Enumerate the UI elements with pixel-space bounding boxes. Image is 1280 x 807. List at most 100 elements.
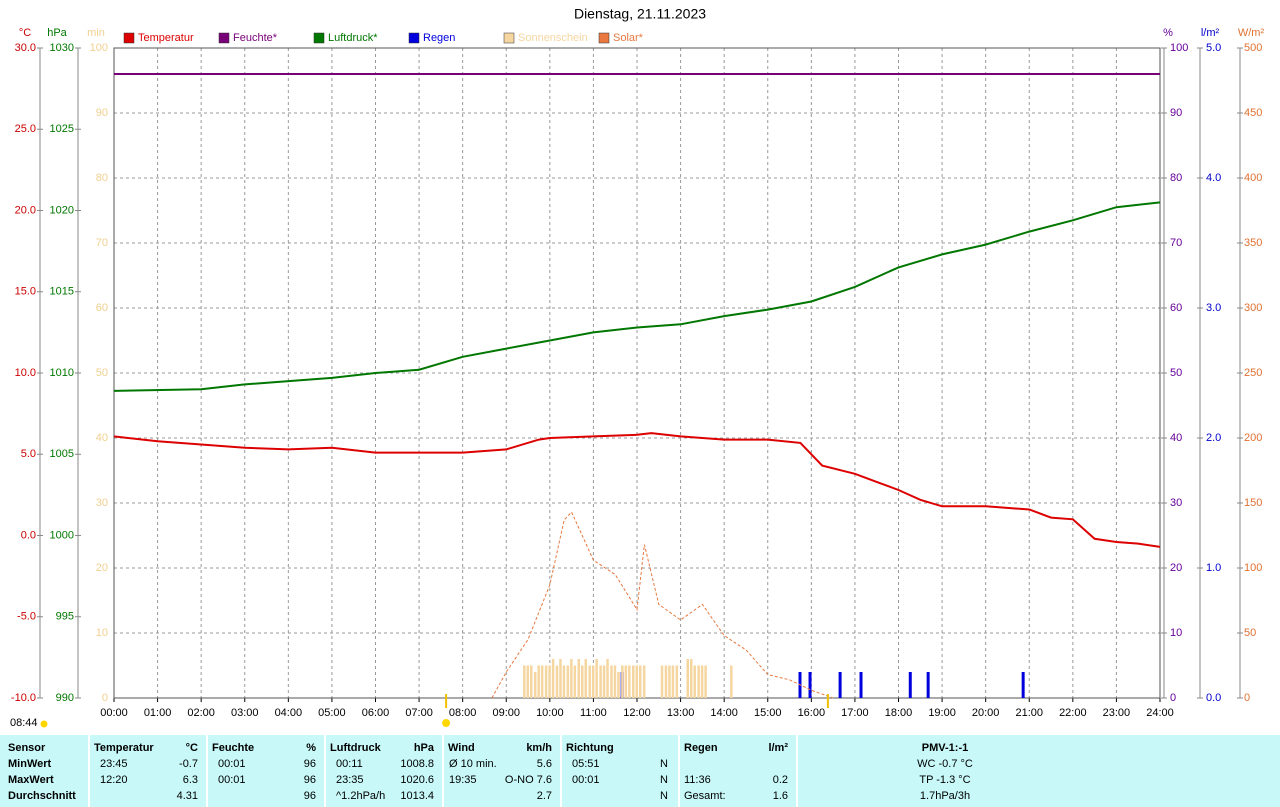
table-cell: 23:45 bbox=[100, 758, 128, 770]
series-bar bbox=[675, 665, 679, 698]
day-length: 08:44 bbox=[10, 717, 38, 729]
table-cell: 23:35 bbox=[336, 774, 364, 786]
x-tick-label: 12:00 bbox=[623, 707, 651, 719]
y-tick-label: 40 bbox=[1170, 432, 1182, 444]
table-cell: 96 bbox=[303, 758, 316, 770]
x-tick-label: 06:00 bbox=[362, 707, 390, 719]
series-bar bbox=[555, 665, 559, 698]
table-cell: km/h bbox=[526, 742, 552, 754]
x-tick-label: 22:00 bbox=[1059, 707, 1087, 719]
y-tick-label: 50 bbox=[96, 367, 108, 379]
series-bar bbox=[610, 665, 613, 698]
y-tick-label: 995 bbox=[56, 611, 74, 623]
y-tick-label: 20 bbox=[96, 562, 108, 574]
series-bar bbox=[613, 665, 617, 698]
series-bar bbox=[599, 665, 602, 698]
table-cell: 1.6 bbox=[772, 790, 788, 802]
table-cell: 1020.6 bbox=[400, 774, 434, 786]
table-cell: 00:01 bbox=[218, 774, 246, 786]
sun-icon bbox=[442, 719, 451, 727]
series-bar bbox=[584, 659, 588, 698]
legend-swatch bbox=[503, 32, 515, 44]
column-separator bbox=[88, 735, 90, 807]
table-cell: 1.7hPa/3h bbox=[919, 790, 971, 802]
table-cell: hPa bbox=[413, 742, 434, 754]
series-bar bbox=[642, 665, 646, 698]
table-cell: 2.7 bbox=[536, 790, 552, 802]
table-cell: °C bbox=[185, 742, 198, 754]
x-tick-label: 01:00 bbox=[144, 707, 172, 719]
series-bar bbox=[577, 659, 581, 698]
table-cell: 1013.4 bbox=[400, 790, 434, 802]
table-cell: Durchschnitt bbox=[8, 790, 76, 802]
axis-unit: °C bbox=[19, 27, 31, 39]
legend-label: Luftdruck* bbox=[328, 32, 378, 44]
y-tick-label: 150 bbox=[1244, 497, 1262, 509]
series-bar bbox=[570, 659, 573, 698]
series-bar bbox=[595, 659, 598, 698]
series-line bbox=[113, 201, 1161, 392]
y-tick-label: 80 bbox=[1170, 172, 1182, 184]
series-bar bbox=[530, 665, 533, 698]
series-bar bbox=[566, 665, 570, 698]
x-tick-label: 18:00 bbox=[885, 707, 913, 719]
series-bar bbox=[632, 665, 635, 698]
y-tick-label: 5.0 bbox=[21, 448, 36, 460]
table-cell: Gesamt: bbox=[684, 790, 726, 802]
table-cell: Ø 10 min. bbox=[449, 758, 497, 770]
series-bar bbox=[548, 665, 551, 698]
table-cell: % bbox=[306, 742, 316, 754]
x-tick-label: 08:00 bbox=[449, 707, 477, 719]
table-cell: 00:01 bbox=[572, 774, 600, 786]
y-tick-label: 100 bbox=[90, 42, 108, 54]
y-tick-label: 5.0 bbox=[1206, 42, 1221, 54]
y-tick-label: 1015 bbox=[50, 286, 74, 298]
table-cell: 19:35 bbox=[449, 774, 477, 786]
x-tick-label: 03:00 bbox=[231, 707, 259, 719]
series-bar bbox=[704, 665, 707, 698]
series-bar bbox=[1021, 672, 1025, 698]
y-tick-label: 3.0 bbox=[1206, 302, 1221, 314]
y-tick-label: 250 bbox=[1244, 367, 1262, 379]
table-cell: Regen bbox=[684, 742, 718, 754]
legend-swatch bbox=[313, 32, 325, 44]
x-tick-label: 20:00 bbox=[972, 707, 1000, 719]
table-cell: 4.31 bbox=[176, 790, 198, 802]
series-bar bbox=[697, 665, 700, 698]
axis-unit: l/m² bbox=[1201, 27, 1220, 39]
series-bar bbox=[638, 665, 642, 698]
series-bar bbox=[551, 659, 555, 698]
series-bar bbox=[693, 665, 696, 698]
series-bar bbox=[671, 665, 675, 698]
series-bar bbox=[808, 672, 812, 698]
x-tick-label: 15:00 bbox=[754, 707, 782, 719]
y-tick-label: 100 bbox=[1170, 42, 1188, 54]
y-tick-label: 10.0 bbox=[15, 367, 36, 379]
y-tick-label: 70 bbox=[96, 237, 108, 249]
y-tick-label: 400 bbox=[1244, 172, 1262, 184]
y-tick-label: 60 bbox=[96, 302, 108, 314]
series-bar bbox=[926, 672, 930, 698]
column-separator bbox=[560, 735, 562, 807]
series-bar bbox=[581, 665, 584, 698]
table-cell: Temperatur bbox=[94, 742, 154, 754]
legend-swatch bbox=[218, 32, 230, 44]
y-tick-label: 90 bbox=[96, 107, 108, 119]
series-bar bbox=[573, 665, 577, 698]
series-bar bbox=[537, 665, 540, 698]
table-cell: Richtung bbox=[566, 742, 614, 754]
x-tick-label: 16:00 bbox=[798, 707, 826, 719]
series-bar bbox=[602, 665, 606, 698]
table-cell: 05:51 bbox=[572, 758, 600, 770]
y-tick-label: 990 bbox=[56, 692, 74, 704]
x-tick-label: 02:00 bbox=[187, 707, 215, 719]
table-cell: Luftdruck bbox=[330, 742, 381, 754]
legend-swatch bbox=[598, 32, 610, 44]
table-cell: l/m² bbox=[768, 742, 788, 754]
y-tick-label: 10 bbox=[1170, 627, 1182, 639]
series-bar bbox=[544, 665, 548, 698]
y-tick-label: 30 bbox=[96, 497, 108, 509]
series-bar bbox=[523, 665, 526, 698]
table-cell: 96 bbox=[303, 774, 316, 786]
axis-unit: W/m² bbox=[1238, 27, 1265, 39]
